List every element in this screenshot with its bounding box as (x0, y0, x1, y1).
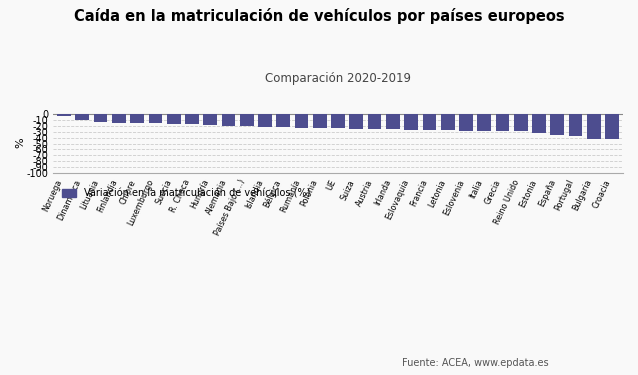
Bar (459, 114, 473, 130)
Bar (532, 114, 546, 133)
Text: Fuente: ACEA, www.epdata.es: Fuente: ACEA, www.epdata.es (402, 357, 549, 368)
Bar (551, 114, 564, 135)
Bar (477, 114, 491, 131)
Bar (367, 114, 382, 129)
Bar (587, 114, 600, 139)
Bar (130, 114, 144, 123)
Bar (441, 114, 454, 130)
Text: Caída en la matriculación de vehículos por países europeos: Caída en la matriculación de vehículos p… (73, 8, 565, 24)
Bar (313, 114, 327, 128)
Bar (258, 114, 272, 127)
Bar (75, 114, 89, 120)
Bar (149, 114, 162, 123)
Bar (204, 114, 217, 125)
Bar (496, 114, 509, 131)
Bar (331, 114, 345, 129)
Legend: Variación en la matriculación de vehículos (%): Variación en la matriculación de vehícul… (58, 184, 315, 202)
Bar (94, 114, 107, 122)
Bar (221, 114, 235, 126)
Bar (386, 114, 400, 129)
Bar (422, 114, 436, 130)
Bar (350, 114, 363, 129)
Bar (240, 114, 253, 126)
Bar (295, 114, 308, 128)
Bar (404, 114, 418, 130)
Bar (167, 114, 181, 124)
Bar (605, 114, 619, 140)
Title: Comparación 2020-2019: Comparación 2020-2019 (265, 72, 411, 85)
Bar (112, 114, 126, 123)
Y-axis label: %: % (15, 138, 25, 148)
Bar (568, 114, 582, 136)
Bar (57, 114, 71, 116)
Bar (185, 114, 199, 125)
Bar (514, 114, 528, 132)
Bar (276, 114, 290, 127)
